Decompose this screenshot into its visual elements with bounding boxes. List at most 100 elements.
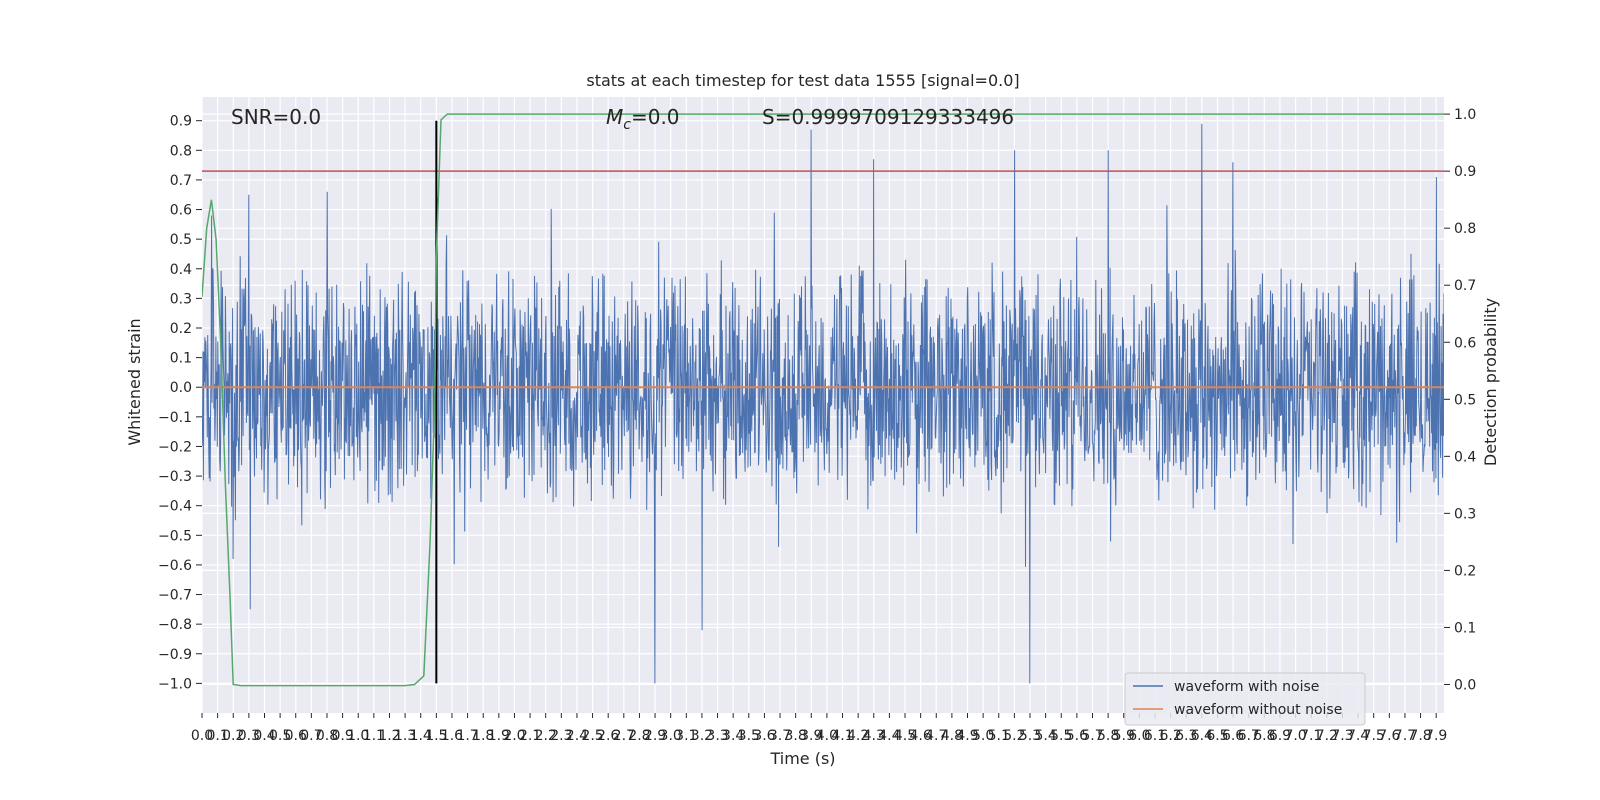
x-tick-label: 0.6 (285, 728, 307, 744)
y-left-tick-label: −0.6 (158, 558, 192, 574)
x-tick-label: 3.4 (722, 728, 744, 744)
x-tick-label: 4.1 (831, 728, 853, 744)
x-tick-label: 4.5 (894, 728, 916, 744)
x-tick-label: 7.4 (1347, 728, 1369, 744)
y-left-tick-label: −0.7 (158, 588, 192, 604)
score-annotation: S=0.9999709129333496 (762, 105, 1014, 129)
y-left-tick-label: 0.4 (170, 262, 192, 278)
x-tick-label: 3.3 (706, 728, 728, 744)
x-tick-label: 6.3 (1175, 728, 1197, 744)
x-tick-label: 1.1 (363, 728, 385, 744)
y-left-tick-label: 0.0 (170, 380, 192, 396)
x-tick-label: 6.9 (1269, 728, 1291, 744)
x-tick-label: 7.0 (1284, 728, 1306, 744)
x-tick-label: 2.9 (644, 728, 666, 744)
x-tick-label: 7.7 (1394, 728, 1416, 744)
x-tick-label: 4.4 (878, 728, 900, 744)
x-tick-label: 2.7 (613, 728, 635, 744)
x-tick-label: 1.3 (394, 728, 416, 744)
x-tick-label: 4.3 (863, 728, 885, 744)
x-tick-label: 6.7 (1238, 728, 1260, 744)
y-right-tick-label: 0.1 (1454, 620, 1476, 636)
x-tick-label: 3.1 (675, 728, 697, 744)
x-tick-label: 1.2 (378, 728, 400, 744)
series-detection-probability (202, 113, 1444, 687)
x-tick-label: 0.2 (222, 728, 244, 744)
x-tick-label: 4.9 (956, 728, 978, 744)
chirp-mass-symbol: M (606, 105, 623, 129)
x-tick-label: 0.9 (331, 728, 353, 744)
x-tick-label: 3.2 (691, 728, 713, 744)
y-axis-left-ticks: 0.9 0.8 0.7 0.6 0.5 0.4 0.3 0.2 0.1 0.0 −0.1 −0.2 −0… (158, 114, 202, 692)
x-tick-label: 0.0 (191, 728, 213, 744)
x-tick-label: 2.3 (550, 728, 572, 744)
legend-label-waveform-without-noise: waveform without noise (1174, 702, 1342, 718)
y-left-tick-label: 0.1 (170, 351, 192, 367)
y-left-tick-label: 0.2 (170, 321, 192, 337)
x-tick-label: 6.6 (1222, 728, 1244, 744)
x-tick-label: 3.9 (800, 728, 822, 744)
x-tick-label: 1.6 (441, 728, 463, 744)
y-left-tick-label: 0.6 (170, 203, 192, 219)
plot-contents (202, 113, 1444, 687)
x-tick-label: 7.1 (1300, 728, 1322, 744)
x-tick-label: 6.0 (1128, 728, 1150, 744)
x-tick-label: 1.9 (488, 728, 510, 744)
y-left-tick-label: −0.4 (158, 499, 192, 515)
y-left-tick-label: −0.1 (158, 410, 192, 426)
x-tick-label: 2.0 (503, 728, 525, 744)
x-tick-label: 4.7 (925, 728, 947, 744)
y-right-tick-label: 0.5 (1454, 392, 1476, 408)
x-tick-label: 5.0 (972, 728, 994, 744)
legend-label-waveform-with-noise: waveform with noise (1174, 679, 1319, 695)
y-left-tick-label: −0.5 (158, 528, 192, 544)
x-tick-label: 5.2 (1003, 728, 1025, 744)
y-axis-right-label: Detection probability (1481, 298, 1500, 466)
chirp-mass-subscript: c (623, 117, 631, 133)
x-tick-label: 5.4 (1034, 728, 1056, 744)
y-axis-right-ticks: 1.0 0.9 0.8 0.7 0.6 0.5 0.4 0.3 0.2 0.1 0.0 (1444, 107, 1476, 693)
x-tick-label: 7.2 (1316, 728, 1338, 744)
x-tick-label: 2.8 (628, 728, 650, 744)
y-left-tick-label: −0.2 (158, 439, 192, 455)
x-tick-label: 6.5 (1206, 728, 1228, 744)
x-tick-label: 3.7 (769, 728, 791, 744)
legend-box (1124, 672, 1366, 726)
chirp-mass-annotation: Mc=0.0 (606, 105, 680, 133)
x-tick-label: 7.8 (1409, 728, 1431, 744)
x-tick-label: 5.5 (1050, 728, 1072, 744)
x-tick-label: 2.4 (566, 728, 588, 744)
x-tick-label: 1.0 (347, 728, 369, 744)
x-tick-label: 5.3 (1019, 728, 1041, 744)
x-tick-label: 5.1 (988, 728, 1010, 744)
y-right-tick-label: 0.0 (1454, 677, 1476, 693)
y-right-tick-label: 0.9 (1454, 164, 1476, 180)
y-left-tick-label: −0.8 (158, 617, 192, 633)
x-tick-label: 0.1 (206, 728, 228, 744)
x-tick-label: 2.6 (597, 728, 619, 744)
x-tick-label: 1.5 (425, 728, 447, 744)
x-axis-label: Time (s) (769, 749, 835, 768)
x-tick-label: 4.6 (910, 728, 932, 744)
x-tick-label: 7.9 (1425, 728, 1447, 744)
legend: waveform with noise waveform without noi… (1124, 672, 1366, 726)
y-right-tick-label: 1.0 (1454, 107, 1476, 123)
y-left-tick-label: 0.9 (170, 114, 192, 130)
chirp-mass-value: =0.0 (631, 105, 680, 129)
x-tick-label: 3.0 (660, 728, 682, 744)
chart-title: stats at each timestep for test data 155… (586, 71, 1019, 90)
x-tick-label: 6.4 (1191, 728, 1213, 744)
x-tick-label: 2.1 (519, 728, 541, 744)
x-tick-label: 4.0 (816, 728, 838, 744)
y-right-tick-label: 0.4 (1454, 449, 1476, 465)
x-tick-label: 5.7 (1081, 728, 1103, 744)
y-right-tick-label: 0.3 (1454, 506, 1476, 522)
x-tick-label: 6.8 (1253, 728, 1275, 744)
x-tick-label: 4.2 (847, 728, 869, 744)
x-tick-label: 7.6 (1378, 728, 1400, 744)
x-tick-label: 1.8 (472, 728, 494, 744)
x-tick-label: 2.2 (535, 728, 557, 744)
x-tick-label: 6.1 (1144, 728, 1166, 744)
x-tick-label: 0.3 (238, 728, 260, 744)
